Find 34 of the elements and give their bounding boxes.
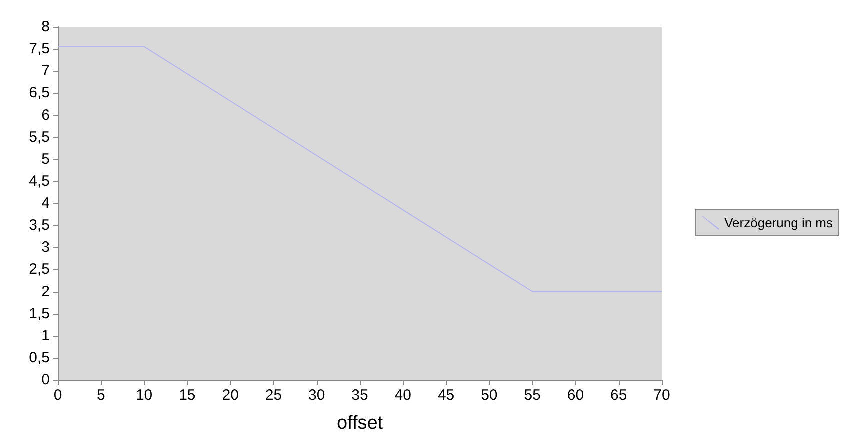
x-tick-label: 45 <box>438 387 455 404</box>
y-tick-label: 7 <box>42 62 50 80</box>
y-tick-label: 4,5 <box>29 172 50 190</box>
x-tick-label: 40 <box>394 387 412 404</box>
x-tick-label: 35 <box>352 387 368 404</box>
y-tick-label: 6 <box>42 106 50 124</box>
x-tick-label: 10 <box>136 387 153 404</box>
y-tick-label: 0,5 <box>29 349 50 366</box>
x-tick-label: 50 <box>481 387 498 404</box>
x-tick-label: 0 <box>54 387 62 404</box>
y-tick-label: 7,5 <box>29 40 50 58</box>
y-tick-label: 6,5 <box>29 84 50 102</box>
y-tick-label: 0 <box>42 372 50 388</box>
x-tick-label: 55 <box>524 387 541 404</box>
y-tick-label: 5,5 <box>29 128 50 146</box>
y-tick-label: 2 <box>42 283 50 300</box>
legend-label: Verzögerung in ms <box>724 216 834 230</box>
x-tick-label: 60 <box>567 387 584 404</box>
y-tick-label: 5 <box>42 150 50 168</box>
y-tick-label: 3 <box>42 239 50 256</box>
x-tick-label: 65 <box>610 387 628 404</box>
x-tick-label: 15 <box>179 387 196 404</box>
x-tick-label: 20 <box>222 387 239 404</box>
x-tick-label: 25 <box>265 387 282 404</box>
x-tick-label: 5 <box>96 387 106 404</box>
x-axis-title: offset <box>336 413 384 434</box>
y-tick-label: 8 <box>42 18 50 36</box>
y-tick-label: 1 <box>42 327 50 344</box>
x-tick-label: 70 <box>654 387 670 404</box>
y-tick-label: 1,5 <box>29 305 50 322</box>
x-tick-label: 30 <box>308 387 326 404</box>
y-tick-label: 4 <box>42 195 50 212</box>
y-tick-label: 3,5 <box>29 217 50 234</box>
y-tick-label: 2,5 <box>29 261 50 278</box>
